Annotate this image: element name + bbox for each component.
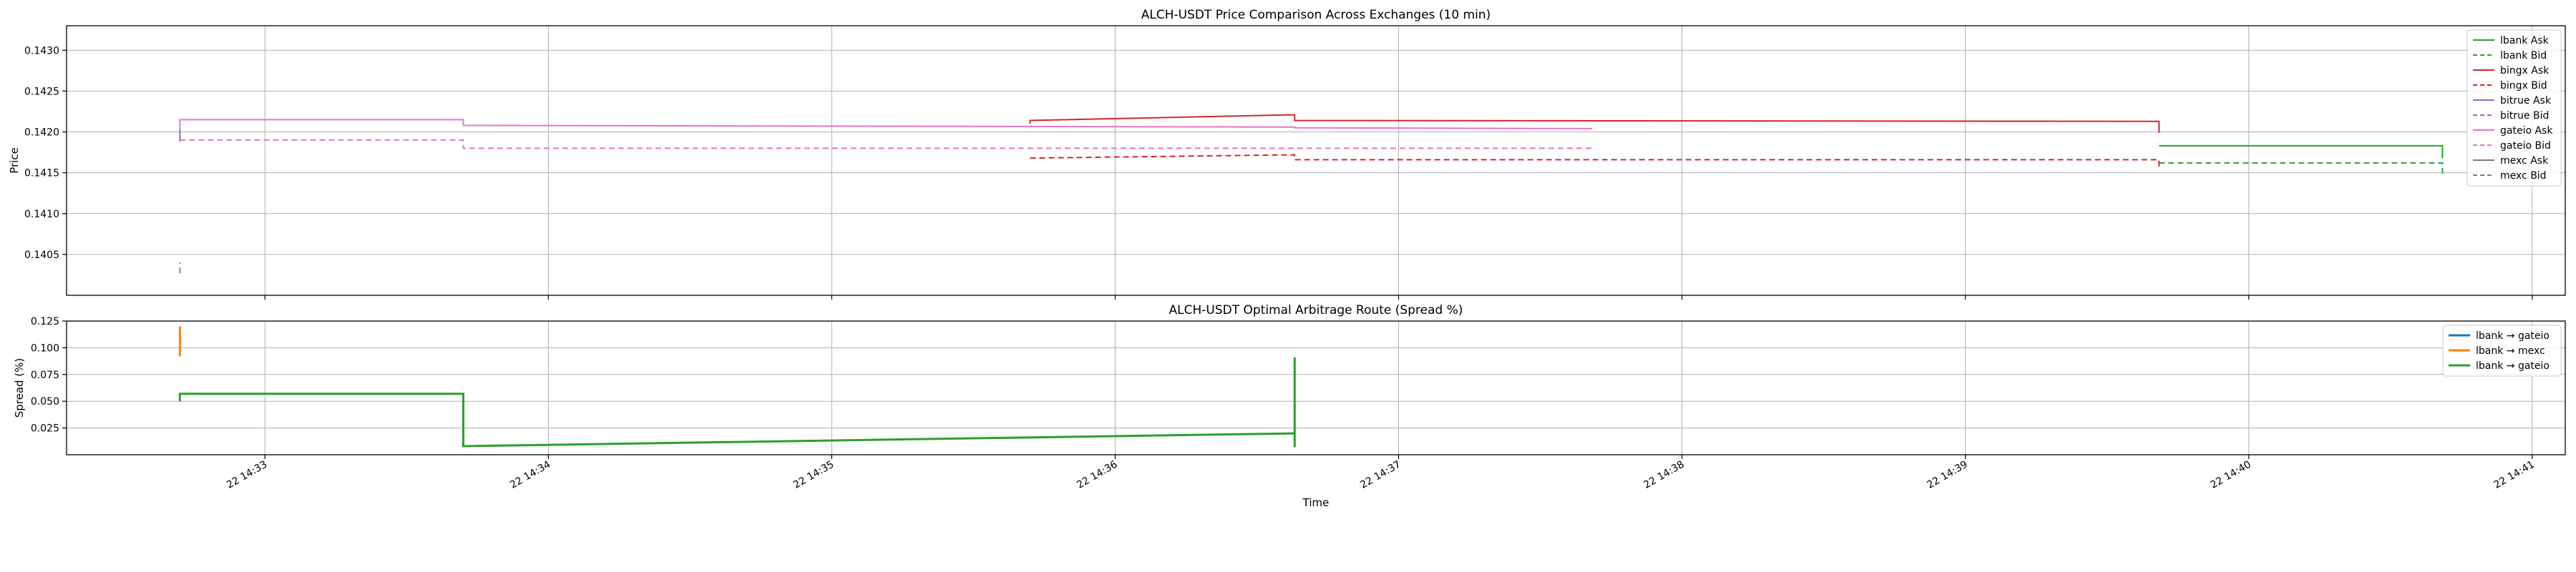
x-tick-label: 22 14:38 <box>1641 459 1686 491</box>
plot-frame <box>66 25 2566 296</box>
chart-title: ALCH-USDT Optimal Arbitrage Route (Sprea… <box>1169 303 1463 317</box>
series-line <box>179 119 1593 130</box>
y-tick-label: 0.125 <box>31 316 59 327</box>
legend-box <box>2467 29 2562 187</box>
y-tick-label: 0.1430 <box>24 45 59 56</box>
price-panel: 0.1405 0.1410 0.1415 0.1420 0.1425 0.1430 ALCH… <box>8 8 2566 300</box>
x-tick-label: 22 14:36 <box>1075 459 1119 491</box>
legend-label: mexc Ask <box>2500 155 2549 167</box>
legend-label: lbank → mexc <box>2476 345 2545 357</box>
x-tick-label: 22 14:33 <box>225 459 269 491</box>
y-axis-label: Price <box>8 147 21 174</box>
legend-label: gateio Bid <box>2500 140 2551 152</box>
x-tick-label: 22 14:37 <box>1358 459 1402 491</box>
x-tick-label: 22 14:41 <box>2492 459 2537 491</box>
series-line <box>180 139 1593 149</box>
y-tick-label: 0.075 <box>31 370 59 381</box>
y-tick-label: 0.025 <box>31 423 59 435</box>
legend-label: bitrue Ask <box>2500 95 2552 107</box>
series-line <box>178 357 1296 448</box>
x-tick-label: 22 14:39 <box>1925 459 1969 491</box>
y-tick-label: 0.1415 <box>24 168 59 179</box>
y-tick-label: 0.1420 <box>24 127 59 139</box>
legend-label: lbank Ask <box>2500 35 2550 46</box>
x-tick-label: 22 14:35 <box>791 459 836 491</box>
plot-frame <box>66 320 2566 455</box>
legend-label: bitrue Bid <box>2500 110 2549 122</box>
legend-label: bingx Bid <box>2500 80 2547 92</box>
chart-title: ALCH-USDT Price Comparison Across Exchan… <box>1141 8 1491 22</box>
legend-label: bingx Ask <box>2500 65 2550 77</box>
legend-label: lbank Bid <box>2500 50 2547 61</box>
series-line <box>1029 114 2160 133</box>
y-axis-label: Spread (%) <box>13 358 26 418</box>
series-line <box>1030 154 2160 168</box>
legend-label: lbank → gateio <box>2476 360 2550 372</box>
y-tick-label: 0.1410 <box>24 209 59 220</box>
legend-box <box>2442 325 2562 377</box>
series-line <box>2159 162 2444 176</box>
x-tick-label: 22 14:34 <box>508 459 552 491</box>
spread-panel: 0.025 0.050 0.075 0.100 0.125 ALCH-USDT Optim… <box>13 303 2566 491</box>
y-tick-label: 0.1425 <box>24 86 59 97</box>
x-axis-label: Time <box>1302 496 1330 509</box>
legend-label: lbank → gateio <box>2476 330 2550 342</box>
y-tick-label: 0.050 <box>31 396 59 408</box>
series-line <box>2159 144 2444 159</box>
y-tick-label: 0.100 <box>31 342 59 354</box>
legend-label: gateio Ask <box>2500 125 2553 137</box>
y-tick-label: 0.1405 <box>24 250 59 261</box>
x-tick-label: 22 14:40 <box>2208 459 2253 491</box>
legend-label: mexc Bid <box>2500 170 2547 182</box>
